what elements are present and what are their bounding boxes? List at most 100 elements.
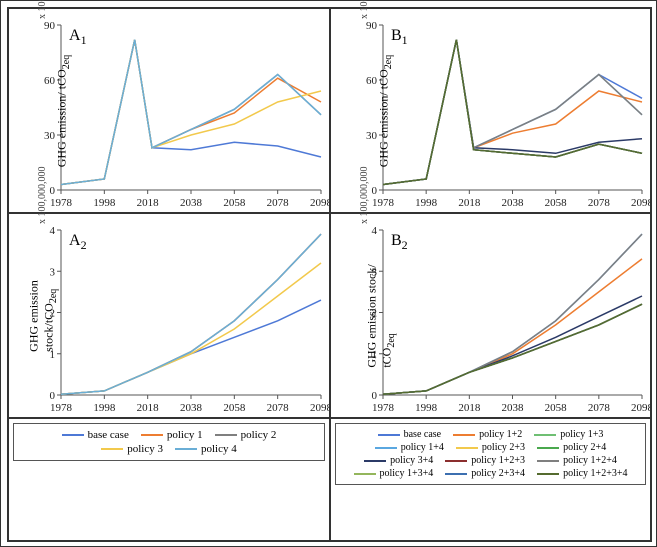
svg-text:2078: 2078 bbox=[267, 402, 290, 414]
legend-label: policy 1 bbox=[167, 429, 203, 441]
legend-label: policy 1+3 bbox=[560, 429, 603, 440]
svg-text:90: 90 bbox=[366, 20, 378, 32]
legend-swatch bbox=[453, 434, 475, 436]
svg-text:2078: 2078 bbox=[588, 402, 611, 414]
legend-swatch bbox=[378, 434, 400, 436]
series-line bbox=[383, 304, 642, 394]
panel-label: A1 bbox=[69, 27, 87, 48]
legend-label: policy 4 bbox=[201, 443, 237, 455]
svg-text:2098: 2098 bbox=[631, 402, 650, 414]
panel-a1: 03060901978199820182038205820782098GHG e… bbox=[8, 8, 330, 213]
legend-swatch bbox=[354, 473, 376, 475]
svg-text:0: 0 bbox=[372, 390, 378, 402]
legend-item: policy 1+2+3+4 bbox=[537, 468, 627, 479]
svg-text:2038: 2038 bbox=[180, 402, 203, 414]
series-line bbox=[383, 40, 642, 185]
svg-text:2098: 2098 bbox=[631, 197, 650, 209]
legend-swatch bbox=[375, 447, 397, 449]
panel-label: B1 bbox=[391, 27, 408, 48]
svg-text:2038: 2038 bbox=[502, 197, 525, 209]
series-line bbox=[61, 40, 321, 185]
legend-b: base casepolicy 1+2policy 1+3policy 1+4p… bbox=[335, 423, 646, 485]
svg-text:2038: 2038 bbox=[502, 402, 525, 414]
series-line bbox=[61, 234, 321, 394]
y-axis-label: GHG emission stock/tCO2eq bbox=[364, 264, 396, 367]
legend-item: policy 2+3 bbox=[456, 442, 525, 453]
legend-swatch bbox=[175, 448, 197, 450]
legend-item: policy 3+4 bbox=[364, 455, 433, 466]
svg-text:1998: 1998 bbox=[93, 402, 116, 414]
svg-text:2018: 2018 bbox=[137, 402, 160, 414]
legend-item: base case bbox=[62, 429, 129, 441]
series-line bbox=[383, 304, 642, 394]
svg-text:2058: 2058 bbox=[223, 402, 246, 414]
panel-label: B2 bbox=[391, 232, 408, 253]
legend-swatch bbox=[101, 448, 123, 450]
y-axis-label: GHG emission/ tCO2eq bbox=[55, 54, 72, 166]
series-line bbox=[383, 296, 642, 394]
series-line bbox=[61, 40, 321, 185]
svg-text:0: 0 bbox=[50, 390, 56, 402]
svg-text:90: 90 bbox=[44, 20, 56, 32]
svg-text:2058: 2058 bbox=[545, 402, 568, 414]
series-line bbox=[61, 234, 321, 394]
svg-text:1978: 1978 bbox=[372, 197, 395, 209]
svg-text:2098: 2098 bbox=[310, 197, 329, 209]
svg-text:0: 0 bbox=[50, 185, 56, 197]
legend-item: policy 2+3+4 bbox=[445, 468, 525, 479]
axis-scale-text: x 100,000 bbox=[359, 0, 370, 19]
svg-text:1978: 1978 bbox=[372, 402, 395, 414]
svg-text:2018: 2018 bbox=[458, 197, 481, 209]
series-line bbox=[383, 40, 642, 185]
svg-text:0: 0 bbox=[372, 185, 378, 197]
legend-label: policy 1+2+4 bbox=[563, 455, 617, 466]
panel-a2: 012341978199820182038205820782098GHG emi… bbox=[8, 213, 330, 418]
legend-label: base case bbox=[404, 429, 441, 440]
legend-swatch bbox=[456, 447, 478, 449]
svg-text:2058: 2058 bbox=[545, 197, 568, 209]
legend-item: policy 2+4 bbox=[537, 442, 606, 453]
axis-scale-text: x 100,000 bbox=[37, 0, 48, 19]
svg-text:2018: 2018 bbox=[458, 402, 481, 414]
svg-text:1998: 1998 bbox=[415, 402, 438, 414]
series-line bbox=[383, 40, 642, 185]
panel-label: A2 bbox=[69, 232, 87, 253]
series-line bbox=[383, 40, 642, 185]
legend-item: policy 3 bbox=[101, 443, 163, 455]
series-line bbox=[383, 40, 642, 185]
series-line bbox=[383, 40, 642, 185]
svg-text:2078: 2078 bbox=[267, 197, 290, 209]
legend-swatch bbox=[62, 434, 84, 436]
legend-item: base case bbox=[378, 429, 441, 440]
legend-swatch bbox=[537, 460, 559, 462]
legend-label: policy 3+4 bbox=[390, 455, 433, 466]
legend-a: base case policy 1 policy 2 policy 3 policy … bbox=[13, 423, 325, 461]
panel-grid: 03060901978199820182038205820782098GHG e… bbox=[7, 7, 652, 542]
legend-label: policy 1+2+3+4 bbox=[563, 468, 627, 479]
svg-text:2038: 2038 bbox=[180, 197, 203, 209]
legend-label: policy 2+4 bbox=[563, 442, 606, 453]
series-line bbox=[61, 300, 321, 394]
legend-item: policy 1+2 bbox=[453, 429, 522, 440]
legend-label: policy 1+3+4 bbox=[380, 468, 434, 479]
svg-text:4: 4 bbox=[372, 225, 378, 237]
legend-label: policy 1+2+3 bbox=[471, 455, 525, 466]
axis-scale-text: x 100,000,000 bbox=[37, 167, 48, 225]
legend-swatch bbox=[141, 434, 163, 436]
series-line bbox=[61, 234, 321, 394]
series-line bbox=[383, 40, 642, 185]
y-axis-label: GHG emissionstock/tCO2eq bbox=[27, 280, 59, 352]
legend-item: policy 2 bbox=[215, 429, 277, 441]
legend-b-cell: base casepolicy 1+2policy 1+3policy 1+4p… bbox=[330, 418, 651, 541]
legend-swatch bbox=[537, 447, 559, 449]
series-line bbox=[61, 40, 321, 185]
series-line bbox=[383, 304, 642, 394]
legend-swatch bbox=[537, 473, 559, 475]
series-line bbox=[61, 40, 321, 185]
svg-text:2018: 2018 bbox=[137, 197, 160, 209]
svg-text:1998: 1998 bbox=[93, 197, 116, 209]
svg-text:3: 3 bbox=[50, 266, 56, 278]
series-line bbox=[61, 40, 321, 185]
panel-b1: 03060901978199820182038205820782098GHG e… bbox=[330, 8, 651, 213]
svg-text:1978: 1978 bbox=[50, 197, 73, 209]
